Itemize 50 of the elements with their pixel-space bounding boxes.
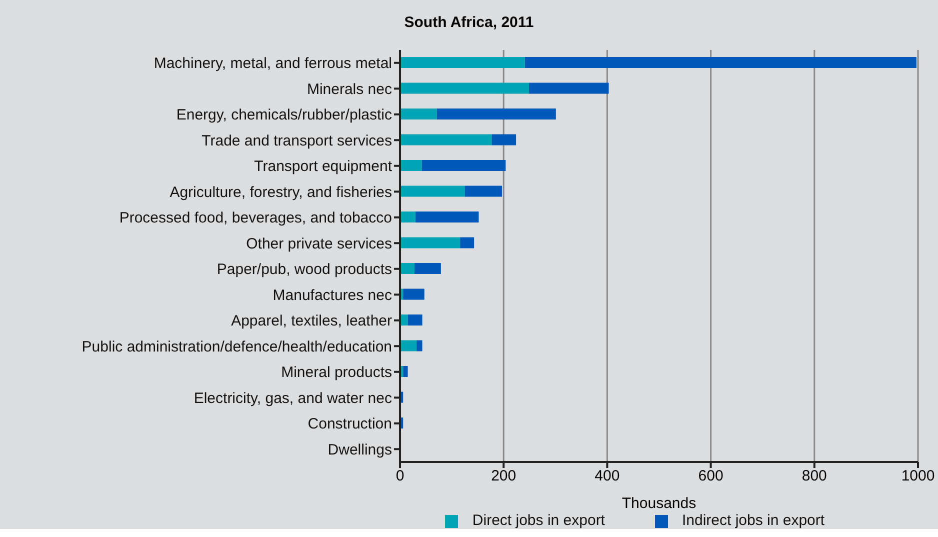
bar bbox=[400, 263, 415, 274]
bar bbox=[400, 57, 525, 68]
y-tick-label: Machinery, metal, and ferrous metal bbox=[154, 55, 392, 72]
bar bbox=[400, 314, 408, 326]
y-tick-label: Mineral products bbox=[281, 364, 392, 382]
y-tick-label: Manufactures nec bbox=[272, 286, 392, 304]
y-tick-label: Energy, chemicals/rubber/plastic bbox=[176, 106, 392, 124]
bar bbox=[408, 314, 422, 326]
y-tick-label: Transport equipment bbox=[254, 158, 393, 176]
bar bbox=[400, 237, 460, 248]
x-tick-label: 0 bbox=[396, 468, 404, 485]
bar bbox=[400, 108, 437, 120]
bar bbox=[400, 340, 417, 352]
y-tick-label: Apparel, textiles, leather bbox=[231, 312, 392, 330]
bar bbox=[422, 160, 506, 171]
y-tick-label: Paper/pub, wood products bbox=[216, 261, 392, 278]
bar bbox=[492, 134, 516, 146]
chart-title: South Africa, 2011 bbox=[403, 13, 535, 33]
bar bbox=[414, 263, 441, 274]
legend-label: Indirect jobs in export bbox=[682, 512, 825, 529]
x-tick-label: 400 bbox=[594, 468, 620, 485]
bar bbox=[464, 186, 502, 197]
x-tick-label: 200 bbox=[491, 468, 516, 485]
y-tick-label: Processed food, beverages, and tobacco bbox=[119, 210, 392, 227]
bar bbox=[524, 57, 916, 68]
y-tick-label: Public administration/defence/health/education bbox=[82, 338, 392, 356]
y-tick-label: Electricity, gas, and water nec bbox=[194, 390, 392, 407]
y-tick-label: Dwellings bbox=[328, 441, 392, 458]
bar bbox=[400, 134, 492, 146]
bar bbox=[460, 237, 474, 248]
bar bbox=[400, 160, 422, 171]
y-tick-label: Construction bbox=[308, 416, 392, 433]
y-tick-label: Other private services bbox=[246, 235, 392, 252]
bar bbox=[400, 212, 416, 222]
bar bbox=[403, 366, 408, 377]
bar bbox=[416, 212, 479, 222]
x-tick-label: 800 bbox=[802, 468, 827, 485]
x-tick-label: 1000 bbox=[901, 468, 935, 485]
x-tick-label: 600 bbox=[698, 468, 724, 485]
y-tick-label: Trade and transport services bbox=[202, 132, 392, 150]
bar bbox=[400, 186, 465, 197]
bar bbox=[436, 108, 556, 120]
legend-label: Direct jobs in export bbox=[472, 512, 605, 529]
y-tick-label: Agriculture, forestry, and fisheries bbox=[170, 184, 392, 201]
y-tick-label: Minerals nec bbox=[306, 80, 392, 98]
bar bbox=[528, 82, 609, 94]
bar bbox=[416, 340, 422, 352]
x-axis-title: Thousands bbox=[622, 495, 696, 512]
bar bbox=[400, 82, 529, 94]
bar bbox=[403, 288, 424, 300]
